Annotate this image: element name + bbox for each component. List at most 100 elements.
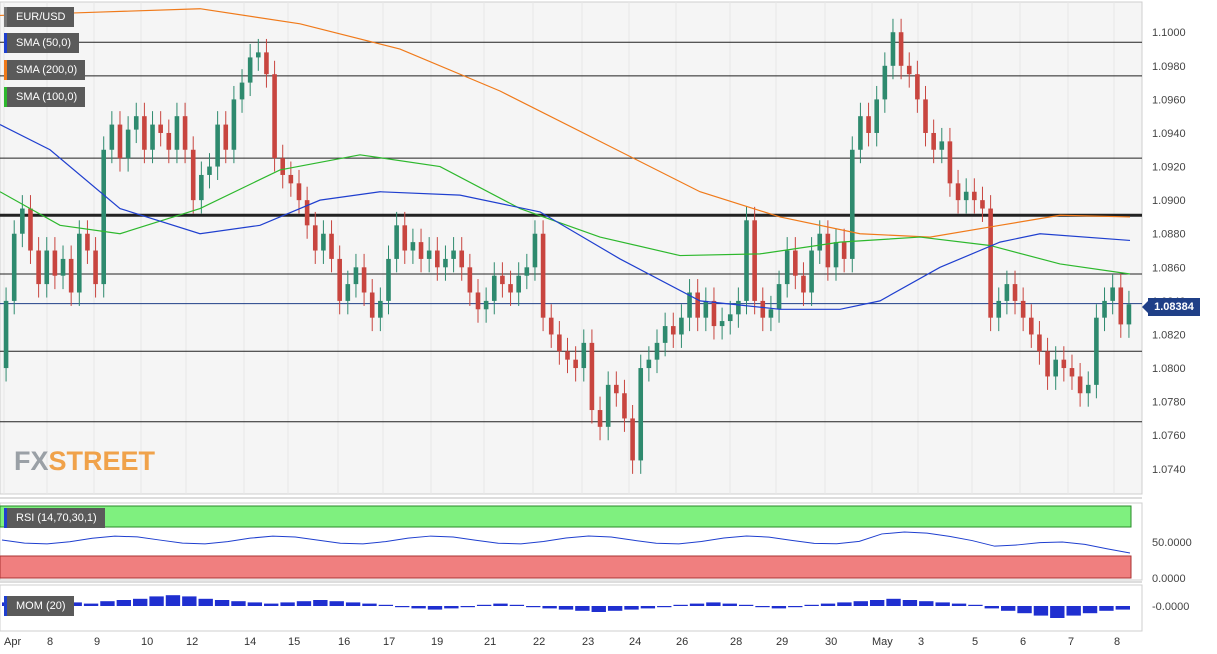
legend-sma200[interactable]: SMA (200,0): [4, 60, 86, 80]
candle-body-28: [231, 99, 237, 150]
candle-body-46: [378, 300, 383, 318]
mom-bar-9: [149, 596, 164, 606]
candle-body-15: [125, 129, 131, 159]
candle-body-111: [906, 65, 912, 75]
legend-sma50[interactable]: SMA (50,0): [4, 33, 80, 53]
mom-bar-43: [706, 602, 721, 606]
x-tick-label-18: May: [872, 636, 893, 648]
candle-body-107: [874, 99, 879, 133]
legend-sma100[interactable]: SMA (100,0): [4, 87, 86, 107]
mom-bar-12: [198, 598, 213, 606]
candle-body-88: [719, 321, 725, 327]
mom-bar-50: [820, 603, 836, 606]
mom-bar-58: [951, 603, 967, 606]
y-tick-label-9: 1.0820: [1152, 329, 1186, 341]
y-tick-label-7: 1.0860: [1152, 262, 1186, 274]
candle-body-7: [60, 258, 66, 276]
candle-body-29: [239, 82, 245, 100]
candle-body-130: [1061, 359, 1067, 369]
candle-body-37: [304, 200, 310, 226]
y-tick-label-2: 1.0960: [1152, 94, 1186, 106]
candle-body-97: [793, 250, 798, 276]
candle-body-137: [1118, 287, 1124, 325]
legend-sma50-label: SMA (50,0): [16, 37, 72, 49]
legend-sma100-label: SMA (100,0): [16, 91, 78, 103]
mom-bar-46: [755, 606, 770, 608]
rsi-oversold-band: [0, 555, 1132, 579]
candle-body-39: [321, 233, 326, 251]
candle-body-85: [695, 292, 700, 318]
candle-body-6: [52, 250, 58, 276]
candle-body-99: [809, 250, 814, 293]
candle-body-133: [1085, 384, 1091, 394]
last-price-badge: 1.08384: [1142, 298, 1200, 316]
legend-rsi[interactable]: RSI (14,70,30,1): [4, 508, 105, 528]
candle-body-113: [923, 99, 928, 133]
mom-bar-34: [558, 606, 574, 610]
candle-body-86: [703, 300, 709, 318]
mom-bar-61: [1000, 606, 1016, 611]
mom-bar-15: [247, 602, 263, 606]
candle-body-92: [752, 220, 757, 301]
candle-body-8: [68, 258, 74, 293]
candle-body-64: [524, 267, 530, 276]
mom-bar-53: [869, 600, 885, 606]
mom-bar-54: [886, 598, 901, 606]
candle-body-105: [858, 116, 863, 150]
mom-bar-13: [214, 600, 230, 606]
candle-body-4: [36, 250, 41, 285]
mom-bar-33: [542, 606, 557, 609]
candle-body-36: [296, 183, 302, 201]
legend-symbol[interactable]: EUR/USD: [4, 7, 74, 27]
candle-body-63: [516, 275, 521, 293]
candle-body-11: [93, 250, 98, 285]
candle-body-34: [280, 158, 286, 175]
candle-body-128: [1045, 351, 1050, 377]
candle-body-81: [662, 326, 668, 343]
price-panel-bg: [0, 1, 1143, 495]
y-tick-label-10: 1.0800: [1152, 363, 1186, 375]
candle-body-79: [646, 359, 652, 369]
mom-bar-7: [116, 600, 132, 606]
rsi-tick-label-0: 50.0000: [1152, 537, 1192, 549]
mom-bar-4: [67, 602, 82, 606]
candle-body-121: [988, 208, 993, 318]
legend-rsi-label: RSI (14,70,30,1): [16, 512, 97, 524]
x-tick-label-3: 10: [141, 636, 153, 648]
candle-body-17: [142, 116, 147, 150]
legend-mom[interactable]: MOM (20): [4, 596, 74, 616]
mom-bar-57: [935, 602, 950, 606]
candle-body-49: [402, 225, 408, 251]
mom-bar-66: [1082, 606, 1098, 614]
candle-body-94: [768, 309, 774, 318]
mom-bar-44: [722, 603, 737, 606]
x-tick-label-15: 28: [730, 636, 742, 648]
mom-bar-64: [1050, 606, 1065, 618]
candle-body-103: [841, 242, 847, 259]
mom-bar-24: [395, 606, 410, 608]
candle-body-14: [117, 124, 123, 159]
candle-body-45: [369, 292, 375, 318]
legend-sma200-label: SMA (200,0): [16, 64, 78, 76]
mom-bar-20: [329, 601, 344, 606]
candle-body-78: [638, 368, 644, 461]
mom-bar-29: [476, 604, 492, 606]
candle-body-117: [955, 183, 961, 201]
sma200-line: [0, 8, 1131, 238]
candle-body-52: [426, 250, 432, 259]
mom-bar-45: [738, 604, 754, 606]
candle-body-101: [825, 233, 831, 268]
candle-body-95: [776, 284, 782, 310]
mom-bar-67: [1099, 606, 1114, 611]
candle-body-119: [972, 191, 977, 201]
candle-body-90: [736, 300, 741, 315]
candle-body-21: [174, 116, 180, 150]
mom-bar-11: [182, 596, 197, 606]
candle-body-73: [597, 410, 603, 427]
mom-bar-21: [345, 602, 361, 606]
candle-body-47: [386, 258, 391, 301]
candle-body-43: [353, 267, 359, 285]
candle-body-61: [500, 275, 505, 285]
